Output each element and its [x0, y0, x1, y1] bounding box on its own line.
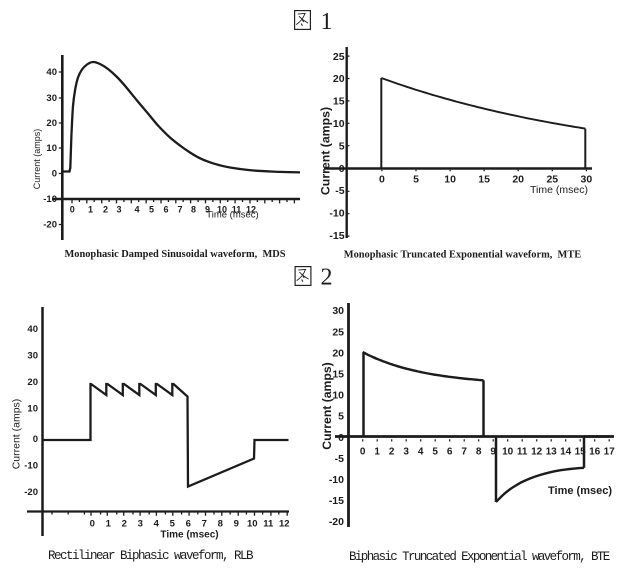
svg-text:25: 25: [333, 51, 345, 63]
svg-text:15: 15: [332, 369, 344, 381]
svg-text:20: 20: [333, 73, 345, 85]
svg-text:11: 11: [263, 519, 274, 530]
svg-text:6: 6: [163, 205, 168, 215]
svg-text:5: 5: [338, 411, 344, 423]
svg-text:Rectilinear Biphasic waveform,: Rectilinear Biphasic waveform, RLB: [48, 549, 254, 563]
svg-text:30: 30: [332, 305, 344, 317]
svg-text:15: 15: [333, 96, 345, 108]
svg-text:10: 10: [27, 404, 38, 415]
svg-text:-10: -10: [329, 208, 344, 220]
svg-text:4: 4: [418, 447, 424, 458]
svg-text:2: 2: [389, 447, 395, 458]
svg-text:9: 9: [234, 519, 239, 530]
svg-text:40: 40: [46, 67, 57, 78]
svg-text:Current (amps): Current (amps): [11, 399, 23, 470]
svg-text:3: 3: [138, 519, 143, 530]
svg-text:1: 1: [88, 205, 93, 215]
svg-text:0: 0: [338, 432, 344, 444]
svg-text:Time (msec): Time (msec): [160, 530, 218, 541]
svg-text:0: 0: [52, 169, 57, 180]
svg-text:13: 13: [546, 447, 558, 458]
svg-text:-10: -10: [24, 461, 38, 472]
svg-text:Time (msec): Time (msec): [206, 210, 258, 221]
svg-text:1: 1: [106, 519, 112, 530]
svg-text:0: 0: [360, 447, 366, 458]
svg-text:0: 0: [339, 163, 345, 175]
svg-text:2: 2: [103, 205, 108, 215]
svg-text:9: 9: [490, 447, 496, 458]
svg-text:0: 0: [379, 174, 385, 186]
svg-text:6: 6: [447, 447, 453, 458]
svg-text:12: 12: [279, 519, 290, 530]
svg-text:-15: -15: [329, 495, 344, 507]
svg-text:Time (msec): Time (msec): [548, 485, 612, 497]
svg-text:5: 5: [170, 519, 176, 530]
svg-text:-20: -20: [329, 516, 344, 528]
svg-text:3: 3: [116, 205, 121, 215]
svg-text:5: 5: [339, 140, 345, 152]
svg-text:1: 1: [321, 9, 333, 35]
svg-text:-5: -5: [335, 453, 344, 465]
svg-text:7: 7: [177, 205, 182, 215]
svg-text:10: 10: [502, 447, 514, 458]
svg-text:10: 10: [247, 519, 258, 530]
svg-text:12: 12: [531, 447, 543, 458]
svg-text:0: 0: [33, 434, 38, 445]
svg-text:3: 3: [403, 447, 409, 458]
svg-text:Time (msec): Time (msec): [530, 184, 588, 196]
svg-text:5: 5: [413, 174, 419, 186]
svg-text:30: 30: [27, 351, 38, 362]
svg-text:20: 20: [332, 347, 344, 359]
svg-text:4: 4: [154, 519, 160, 530]
svg-text:12: 12: [246, 205, 256, 215]
svg-text:20: 20: [512, 174, 524, 186]
svg-text:-10: -10: [43, 194, 57, 205]
svg-text:9: 9: [205, 205, 210, 215]
svg-text:7: 7: [461, 447, 467, 458]
svg-text:30: 30: [581, 174, 593, 186]
svg-text:11: 11: [517, 447, 528, 458]
svg-text:5: 5: [149, 205, 154, 215]
svg-text:2: 2: [321, 265, 333, 291]
svg-text:8: 8: [476, 447, 482, 458]
svg-text:8: 8: [218, 519, 223, 530]
svg-text:5: 5: [432, 447, 438, 458]
svg-text:Monophasic Damped Sinusoidal w: Monophasic Damped Sinusoidal waveform, M…: [64, 249, 285, 260]
svg-text:Current (amps): Current (amps): [32, 129, 42, 190]
svg-text:Biphasic Truncated Exponential: Biphasic Truncated Exponential waveform,…: [349, 550, 610, 564]
svg-text:0: 0: [90, 519, 95, 530]
svg-text:14: 14: [560, 447, 572, 458]
svg-text:20: 20: [27, 377, 38, 388]
svg-text:1: 1: [374, 447, 380, 458]
svg-text:10: 10: [332, 390, 344, 402]
svg-text:7: 7: [202, 519, 207, 530]
svg-text:2: 2: [122, 519, 127, 530]
svg-text:10: 10: [333, 118, 345, 130]
svg-text:-20: -20: [24, 487, 38, 498]
svg-text:10: 10: [444, 174, 456, 186]
svg-text:Monophasic Truncated Exponenti: Monophasic Truncated Exponential wavefor…: [344, 250, 582, 261]
svg-text:-15: -15: [329, 230, 344, 242]
svg-text:-5: -5: [335, 185, 344, 197]
svg-text:8: 8: [191, 205, 196, 215]
svg-text:6: 6: [186, 519, 191, 530]
svg-text:10: 10: [46, 143, 57, 154]
svg-text:25: 25: [546, 174, 558, 186]
svg-text:20: 20: [46, 118, 57, 129]
svg-text:40: 40: [27, 324, 38, 335]
svg-text:4: 4: [134, 205, 139, 215]
svg-text:15: 15: [478, 174, 490, 186]
svg-text:11: 11: [232, 205, 242, 215]
svg-text:Current (amps): Current (amps): [320, 362, 334, 449]
svg-text:0: 0: [70, 205, 75, 215]
svg-text:-20: -20: [43, 220, 57, 231]
svg-text:30: 30: [46, 93, 57, 104]
svg-text:25: 25: [332, 326, 344, 338]
svg-text:-10: -10: [329, 474, 344, 486]
svg-text:15: 15: [575, 447, 587, 458]
svg-text:10: 10: [217, 205, 227, 215]
svg-text:Current (amps): Current (amps): [319, 107, 333, 195]
svg-text:16: 16: [589, 447, 601, 458]
svg-text:17: 17: [604, 447, 616, 458]
